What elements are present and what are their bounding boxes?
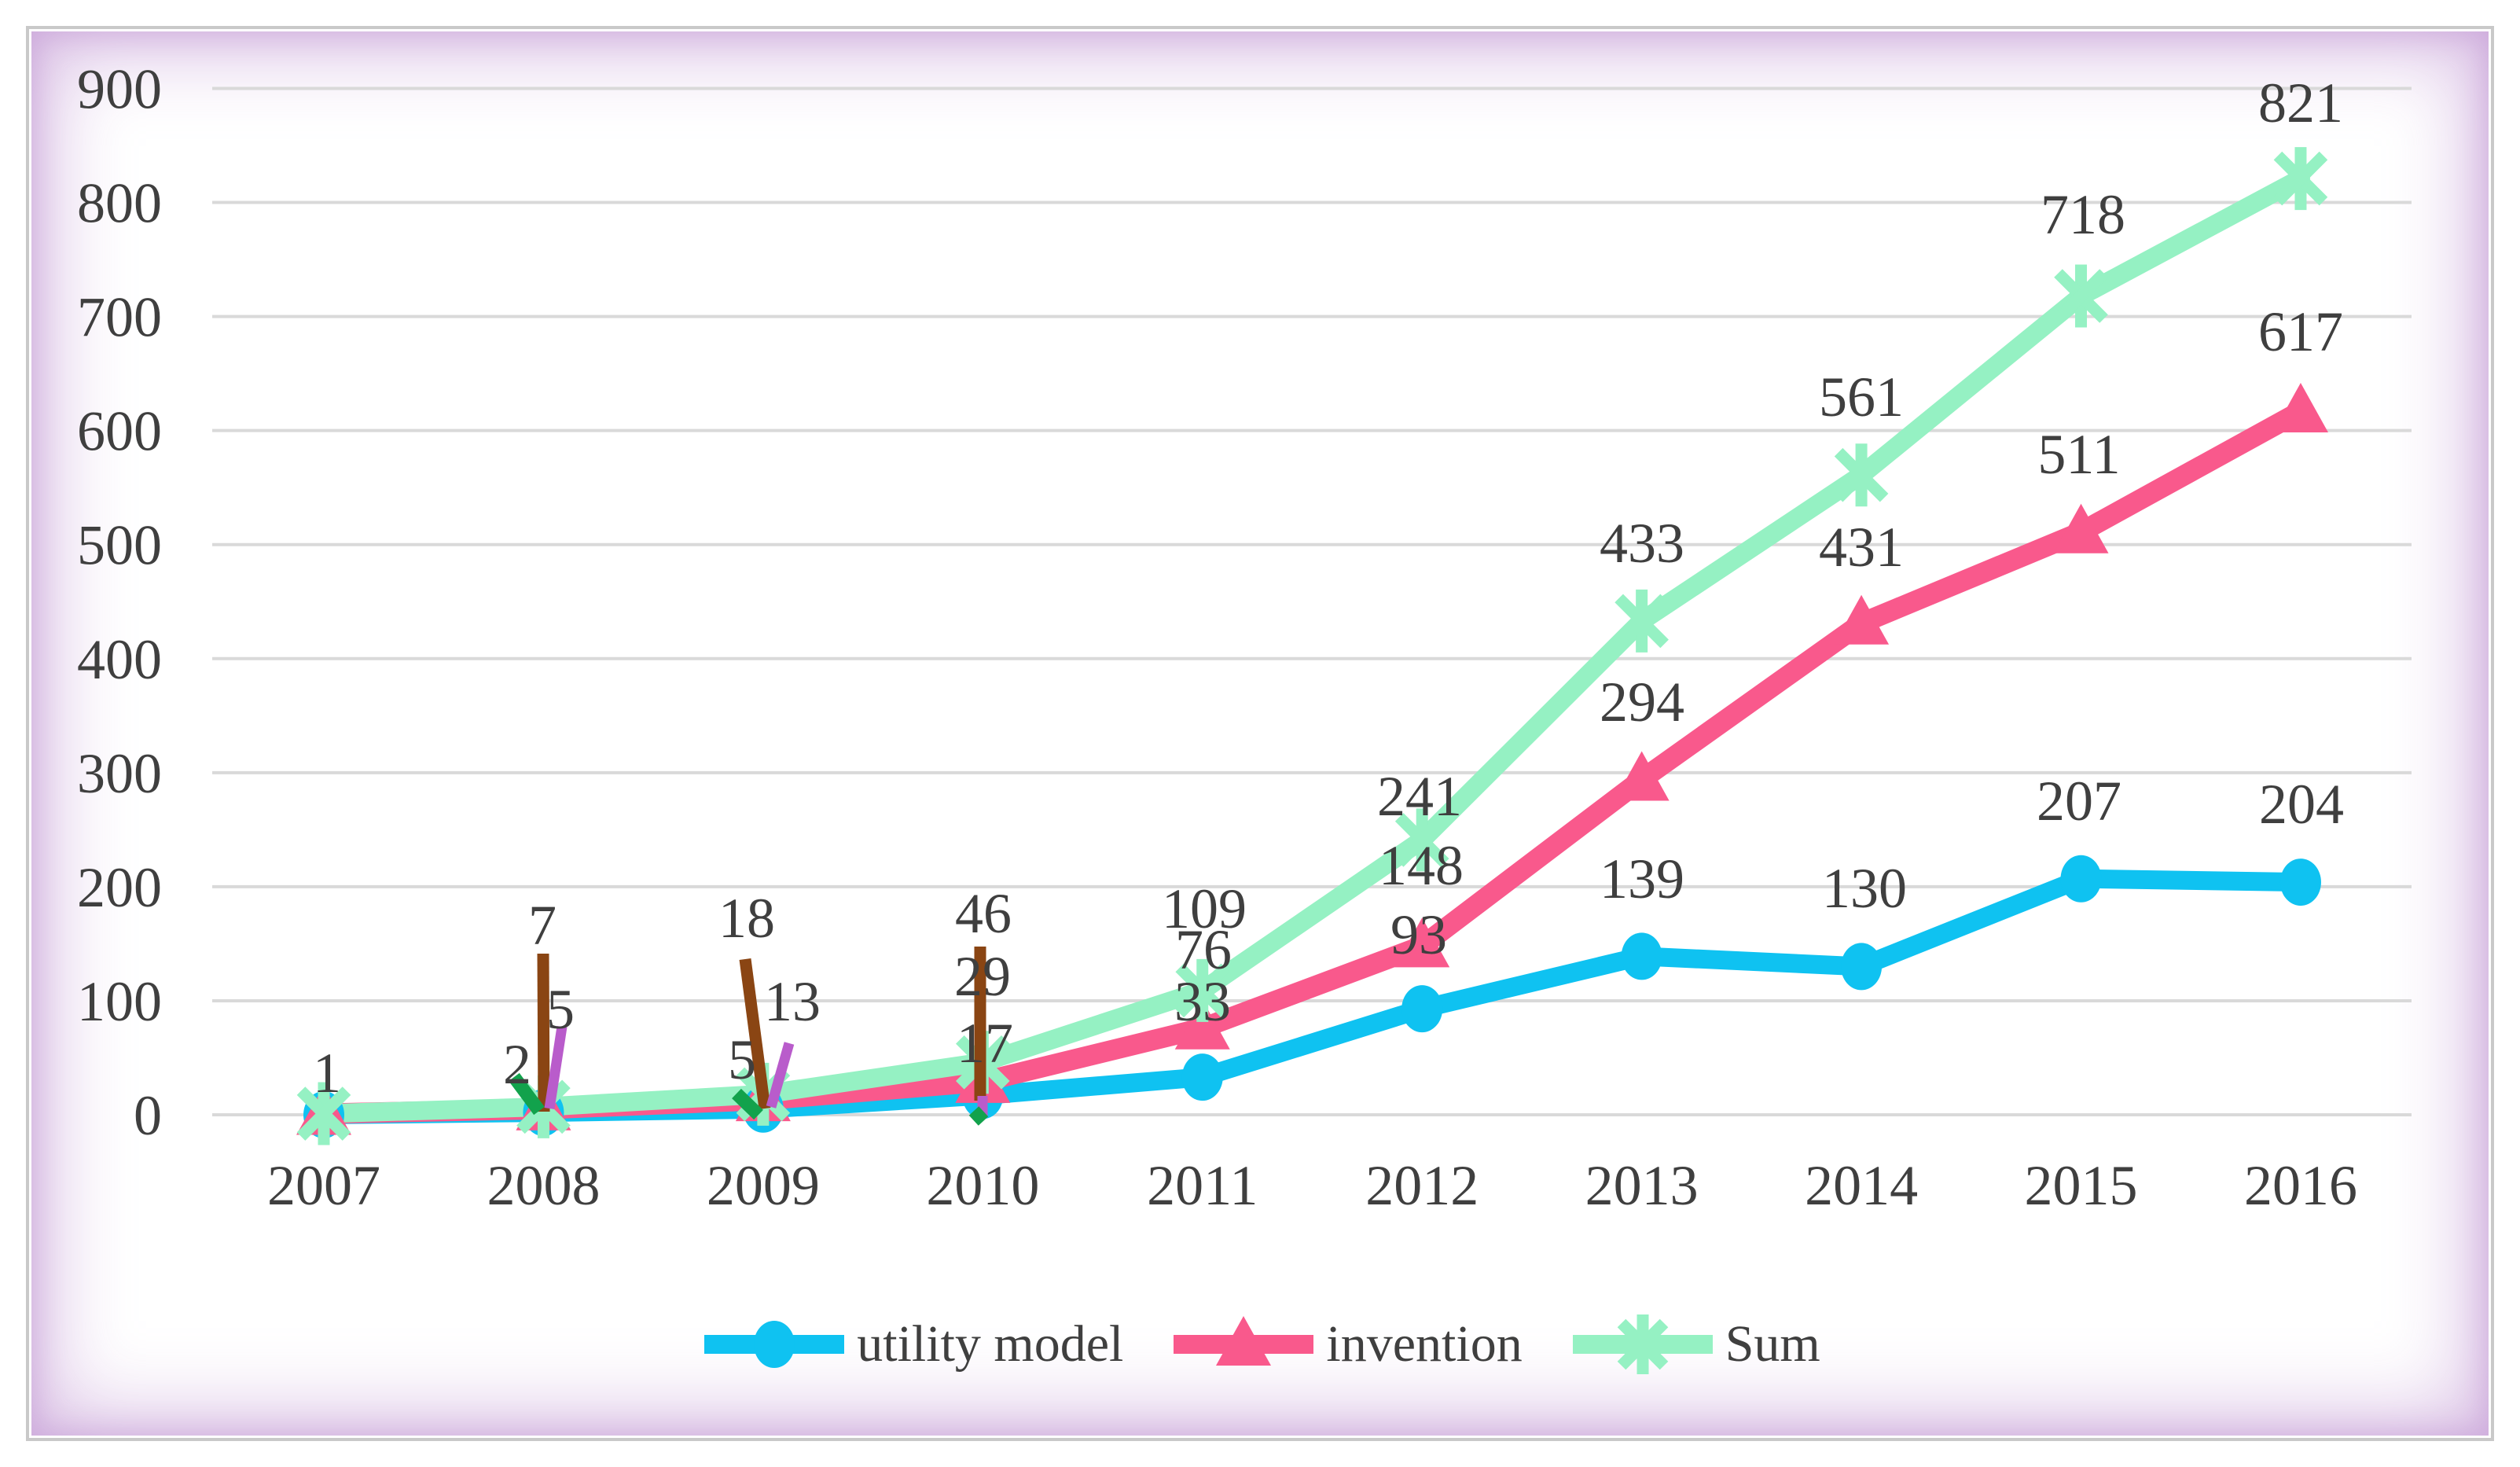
marker-sum (1614, 589, 1669, 653)
legend-marker-invention-icon (1174, 1316, 1314, 1366)
x-tick-label: 2010 (926, 1154, 1039, 1217)
y-tick-label: 600 (77, 400, 162, 463)
data-label-sum-2013: 433 (1600, 512, 1684, 575)
legend-marker-sum-icon (1572, 1314, 1713, 1374)
marker-invention (1394, 917, 1450, 968)
x-tick-label: 2016 (2244, 1154, 2357, 1217)
data-label-sum-2014: 561 (1819, 366, 1904, 428)
marker-utility-model (1181, 1053, 1223, 1101)
y-tick-label: 100 (77, 970, 162, 1033)
marker-utility-model (2279, 859, 2321, 906)
marker-utility-model (1841, 943, 1883, 991)
legend: utility model invention Sum (0, 1299, 2520, 1390)
data-label-utility-model-2013: 139 (1600, 847, 1684, 910)
x-tick-label: 2013 (1585, 1154, 1699, 1217)
data-label-sum-2011: 109 (1162, 877, 1247, 940)
data-label-sum-2016: 821 (2258, 72, 2343, 134)
label-leader-line (766, 1042, 795, 1109)
data-label-invention-2011: 76 (1175, 918, 1232, 981)
data-label-utility-model-2010: 17 (957, 1012, 1013, 1075)
data-label-sum-2007: 1 (313, 1042, 341, 1105)
legend-label-sum: Sum (1725, 1315, 1820, 1373)
marker-utility-model (2060, 855, 2102, 903)
y-tick-label: 700 (77, 286, 162, 349)
data-label-invention-2015: 511 (2037, 423, 2120, 486)
x-tick-label: 2011 (1147, 1154, 1258, 1217)
x-tick-label: 2009 (707, 1154, 820, 1217)
marker-sum (1834, 443, 1889, 507)
marker-invention (2272, 383, 2328, 433)
data-label-utility-model-2014: 130 (1822, 857, 1907, 920)
y-tick-label: 400 (77, 628, 162, 691)
data-label-sum-2008: 7 (528, 894, 557, 957)
label-leader-line (544, 1026, 568, 1109)
data-label-utility-model-2011: 33 (1174, 970, 1231, 1033)
data-label-invention-2014: 431 (1819, 516, 1904, 579)
y-tick-label: 0 (134, 1084, 162, 1147)
data-label-sum-2009: 18 (718, 887, 775, 950)
legend-marker-utility-model-icon (704, 1321, 845, 1368)
data-label-invention-2013: 294 (1600, 671, 1684, 734)
marker-invention (1834, 594, 1890, 645)
label-leader-line (509, 1072, 545, 1116)
label-leader-line (537, 953, 550, 1112)
y-tick-label: 900 (77, 57, 162, 120)
chart-outer-border (26, 26, 2494, 1441)
y-tick-label: 200 (77, 856, 162, 919)
series-line-sum (314, 169, 2310, 1123)
legend-item-sum: Sum (1568, 1307, 1820, 1382)
data-label-sum-2010: 46 (955, 882, 1012, 945)
label-leader-line (968, 1106, 989, 1126)
x-tick-label: 2014 (1805, 1154, 1918, 1217)
legend-item-utility-model: utility model (700, 1307, 1123, 1382)
data-label-sum-2015: 718 (2041, 183, 2125, 246)
x-tick-label: 2015 (2025, 1154, 2138, 1217)
x-tick-label: 2007 (267, 1154, 380, 1217)
marker-sum (296, 1082, 351, 1145)
marker-utility-model (1621, 932, 1662, 980)
marker-invention (1614, 751, 1670, 801)
data-label-invention-2012: 148 (1379, 834, 1464, 897)
data-label-invention-2016: 617 (2258, 300, 2343, 363)
y-tick-label: 500 (77, 514, 162, 577)
data-label-invention-2010: 29 (954, 945, 1011, 1008)
data-label-utility-model-2009: 5 (728, 1028, 756, 1091)
data-label-utility-model-2016: 204 (2259, 773, 2344, 836)
y-tick-label: 800 (77, 172, 162, 235)
marker-sum (2273, 147, 2328, 211)
marker-sum (1175, 958, 1230, 1022)
marker-sum (1394, 808, 1449, 872)
data-label-utility-model-2015: 207 (2037, 770, 2121, 833)
legend-label-invention: invention (1326, 1315, 1523, 1373)
legend-item-invention: invention (1169, 1307, 1523, 1382)
legend-label-utility-model: utility model (857, 1315, 1124, 1373)
marker-invention (2053, 503, 2109, 553)
x-tick-label: 2012 (1365, 1154, 1479, 1217)
data-label-utility-model-2008: 2 (503, 1033, 531, 1096)
x-tick-label: 2008 (487, 1154, 600, 1217)
label-leader-line (739, 958, 771, 1109)
data-label-invention-2008: 5 (546, 978, 575, 1041)
y-tick-label: 300 (77, 742, 162, 805)
data-label-sum-2012: 241 (1377, 765, 1462, 828)
label-leader-line (732, 1088, 763, 1120)
marker-utility-model (1401, 985, 1443, 1033)
data-label-invention-2009: 13 (764, 970, 821, 1033)
marker-invention (1174, 999, 1230, 1050)
series-line-invention (314, 401, 2311, 1124)
marker-sum (2054, 264, 2108, 328)
data-label-utility-model-2012: 93 (1390, 903, 1447, 966)
